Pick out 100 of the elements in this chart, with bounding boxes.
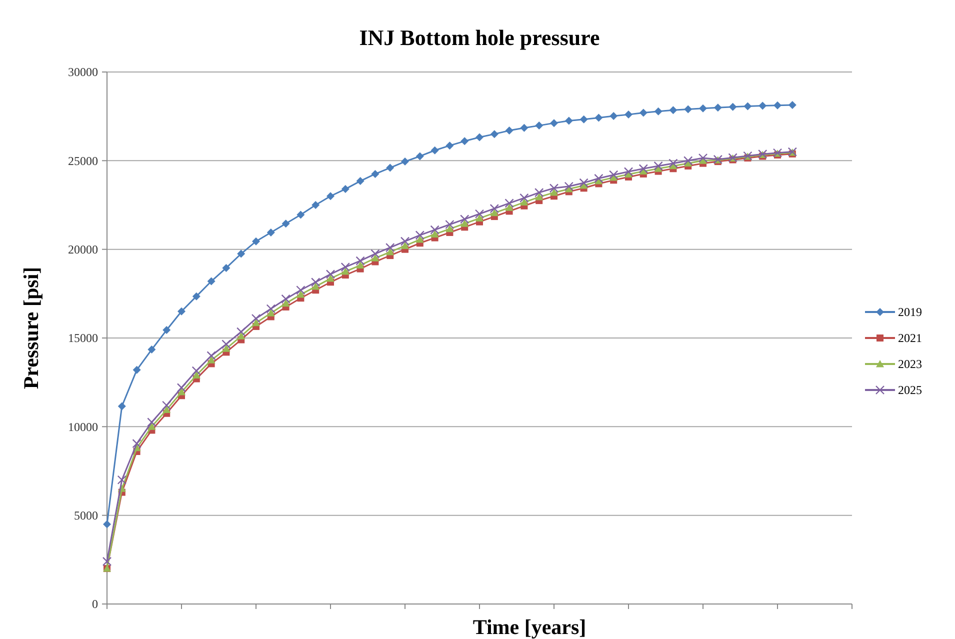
point [356, 177, 364, 186]
point [326, 192, 334, 200]
point [282, 299, 290, 307]
point [699, 104, 707, 112]
point [564, 182, 574, 191]
point [430, 146, 439, 154]
point [296, 290, 305, 298]
point [460, 214, 470, 224]
point [356, 261, 364, 268]
point [251, 314, 261, 324]
point [550, 119, 558, 128]
point [654, 107, 662, 116]
point [266, 228, 275, 236]
legend-label: 2021 [898, 331, 922, 346]
point [416, 152, 424, 160]
y-axis-title: Pressure [psi] [19, 266, 43, 390]
legend-label: 2025 [898, 383, 922, 398]
point [237, 250, 246, 258]
point [312, 282, 320, 290]
point [610, 112, 618, 120]
y-tick-label: 20000 [68, 242, 98, 257]
point [728, 102, 737, 111]
point [446, 224, 454, 232]
point [520, 193, 529, 203]
point [178, 307, 186, 316]
point [535, 122, 544, 130]
point [162, 406, 171, 414]
point [207, 277, 216, 286]
point [192, 292, 200, 300]
point [401, 158, 409, 166]
point [624, 167, 634, 176]
point [162, 326, 171, 334]
point [371, 254, 380, 262]
point [147, 418, 156, 427]
point [430, 225, 440, 234]
point [714, 104, 722, 112]
point [684, 156, 693, 166]
point [282, 220, 290, 228]
point [520, 198, 528, 206]
point [580, 115, 588, 124]
point [341, 268, 350, 275]
point [178, 388, 186, 396]
point [550, 188, 558, 196]
point [639, 108, 648, 117]
point [370, 249, 380, 258]
legend-label: 2019 [898, 305, 922, 320]
point [340, 262, 350, 272]
point [490, 204, 499, 214]
point [698, 153, 708, 163]
point [401, 242, 409, 249]
point [504, 198, 514, 208]
y-tick-label: 30000 [68, 65, 98, 80]
point [535, 193, 544, 200]
point [445, 220, 454, 230]
point [505, 126, 514, 135]
point [669, 106, 678, 114]
point [668, 158, 678, 168]
point [430, 230, 439, 238]
point [415, 230, 424, 240]
point [490, 130, 498, 138]
point [341, 185, 350, 194]
point [490, 208, 498, 216]
point [371, 170, 380, 178]
point [386, 164, 394, 172]
point [400, 236, 410, 246]
point [446, 142, 454, 150]
point [774, 101, 782, 110]
point [356, 256, 365, 266]
y-tick-label: 25000 [68, 154, 98, 168]
point [102, 556, 112, 566]
point [654, 161, 663, 171]
point [162, 400, 172, 410]
point [311, 278, 320, 287]
point [222, 344, 230, 352]
point [236, 327, 246, 336]
point [609, 170, 618, 180]
point [192, 366, 201, 376]
point [118, 402, 126, 410]
point [132, 438, 142, 448]
y-tick-label: 15000 [68, 331, 98, 346]
point [266, 309, 275, 316]
point [103, 520, 111, 528]
point [132, 366, 141, 374]
point [758, 102, 767, 110]
point [549, 184, 559, 193]
chart-title: INJ Bottom hole pressure [359, 25, 600, 50]
point [684, 105, 692, 114]
point [176, 383, 186, 392]
point [534, 188, 544, 198]
point [117, 475, 126, 484]
point [207, 356, 216, 364]
point [252, 237, 260, 246]
y-tick-label: 5000 [74, 508, 98, 523]
point [148, 346, 156, 354]
point [326, 270, 336, 279]
point [474, 209, 484, 218]
point [222, 264, 230, 272]
point [476, 133, 484, 142]
point [460, 137, 469, 146]
y-tick-label: 0 [92, 597, 98, 612]
